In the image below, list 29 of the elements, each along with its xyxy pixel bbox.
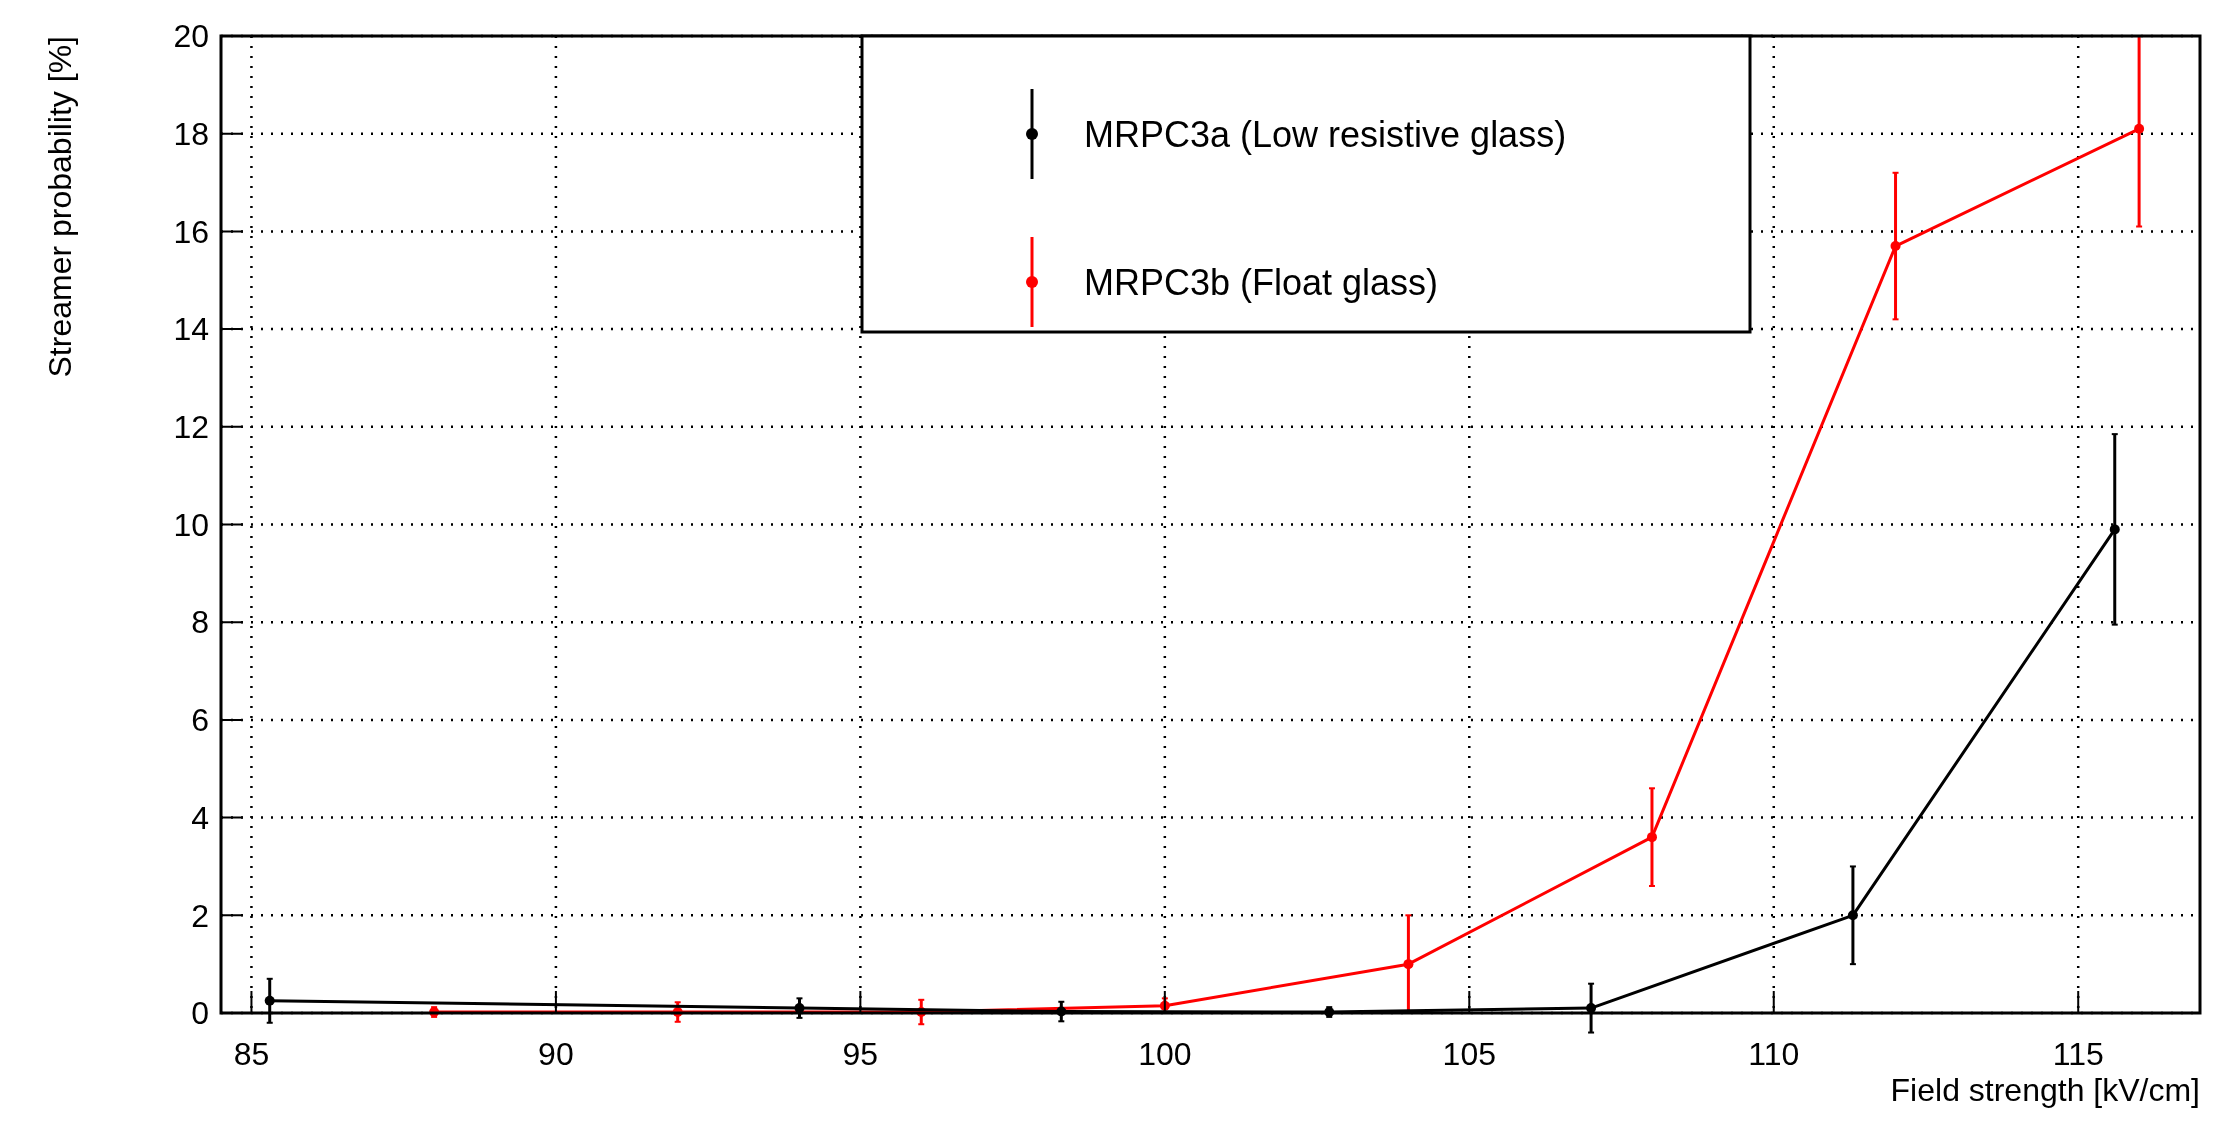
y-tick-label: 8 [191,604,209,641]
y-tick-label: 20 [173,18,209,55]
legend-label: MRPC3b (Float glass) [1084,261,1439,303]
y-tick-label: 10 [173,506,209,543]
point [1403,959,1414,970]
legend-label: MRPC3a (Low resistive glass) [1084,113,1567,155]
y-tick-label: 4 [191,799,209,836]
y-tick-label: 14 [173,311,209,348]
y-tick-label: 0 [191,995,209,1032]
x-tick-label: 95 [842,1036,879,1072]
y-axis-title: Streamer probability [%] [42,36,78,378]
x-tick-label: 90 [538,1036,574,1072]
point [2109,524,2120,535]
point [1890,241,1901,252]
x-tick-label: 100 [1138,1036,1192,1072]
y-tick-label: 12 [173,409,209,445]
y-tick-label: 18 [173,115,209,152]
point [2134,123,2145,134]
point [1847,910,1858,921]
y-tick-label: 2 [191,897,209,934]
point [264,995,275,1006]
y-tick-label: 6 [191,702,209,739]
x-tick-label: 110 [1748,1036,1800,1072]
x-tick-label: 85 [233,1036,270,1072]
x-tick-label: 115 [2052,1036,2104,1072]
point [1646,832,1657,843]
x-tick-label: 105 [1442,1036,1496,1072]
y-tick-label: 16 [173,213,209,250]
x-axis-title: Field strength [kV/cm] [1890,1072,2200,1108]
